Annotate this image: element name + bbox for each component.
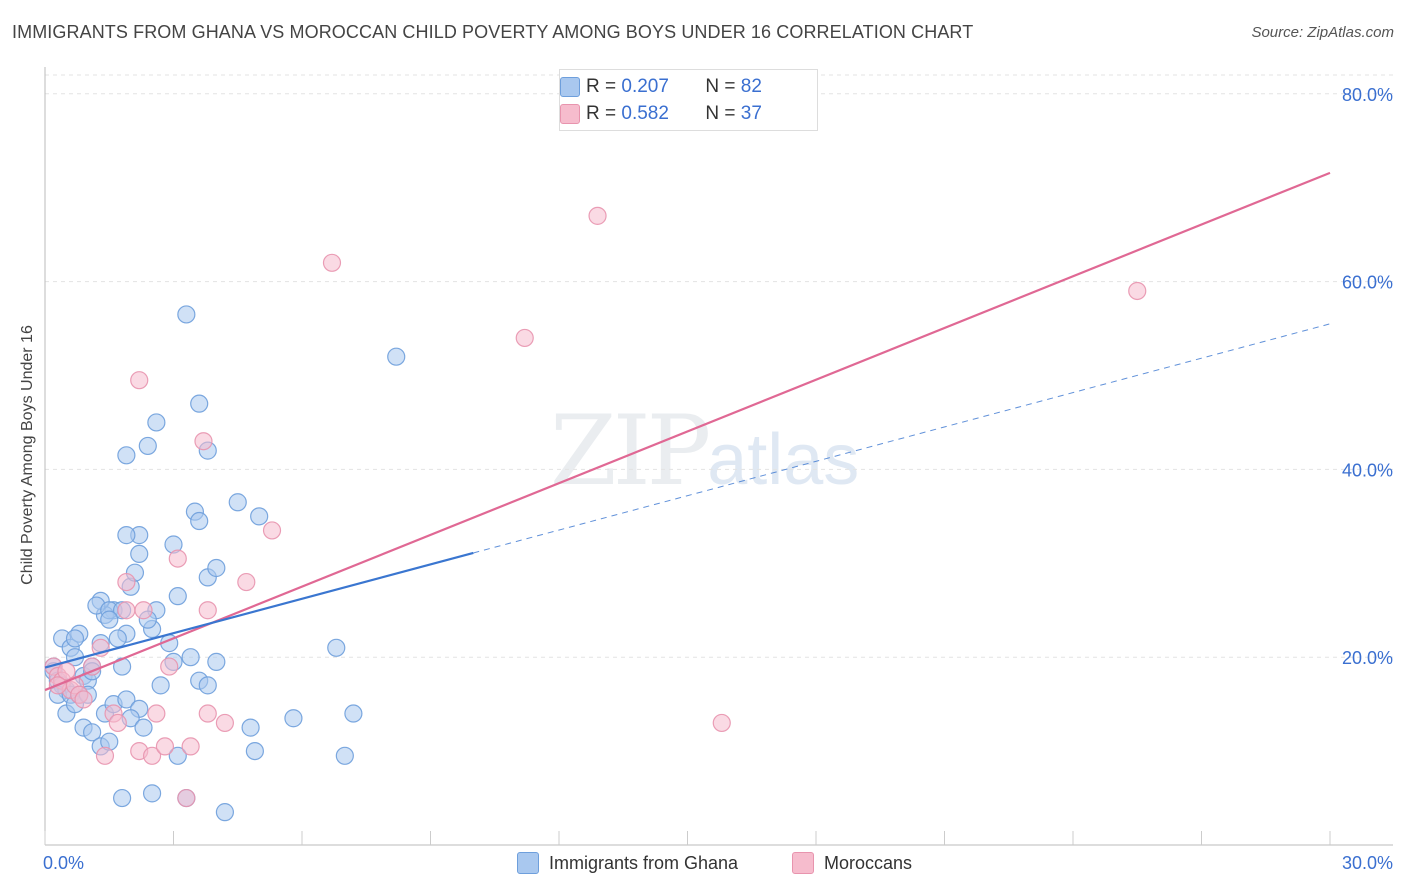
- ghana-point: [108, 629, 127, 648]
- ghana-point: [168, 587, 187, 606]
- moroccan-point: [262, 521, 282, 540]
- legend-box: R = 0.207 N = 82 R = 0.582 N = 37: [559, 69, 818, 131]
- legend-n-value-ghana: 82: [740, 76, 762, 97]
- moroccan-point: [95, 746, 115, 765]
- moroccan-point: [712, 713, 731, 733]
- ghana-point: [147, 413, 166, 432]
- ghana-point: [181, 648, 200, 667]
- legend-n-value-moroccan: 37: [740, 103, 762, 124]
- ghana-point: [190, 394, 209, 413]
- ghana-trendline-extension: [473, 323, 1331, 554]
- source-label: Source: ZipAtlas.com: [1251, 24, 1394, 41]
- y-tick-label: 80.0%: [1342, 85, 1393, 105]
- moroccan-point: [130, 371, 149, 390]
- ghana-point: [151, 676, 170, 695]
- ghana-point: [387, 347, 406, 366]
- moroccan-point: [155, 737, 175, 756]
- legend-r-value-ghana: 0.207: [621, 76, 669, 97]
- x-tick-label: 0.0%: [43, 853, 84, 873]
- moroccan-trendline: [44, 171, 1331, 692]
- ghana-point: [130, 544, 149, 564]
- moroccan-point: [1128, 281, 1147, 301]
- moroccan-point: [177, 788, 196, 808]
- moroccan-point: [194, 432, 213, 451]
- y-tick-label: 40.0%: [1342, 460, 1393, 480]
- ghana-point: [207, 558, 226, 578]
- ghana-point: [241, 718, 260, 737]
- ghana-point: [117, 526, 136, 545]
- legend-row-ghana: R = 0.207 N = 82: [560, 75, 762, 99]
- ghana-point: [117, 690, 136, 709]
- ghana-point: [65, 629, 85, 648]
- moroccan-point: [515, 328, 534, 348]
- ghana-point: [134, 718, 153, 737]
- ghana-trendline: [44, 551, 474, 669]
- ghana-point: [327, 638, 346, 657]
- moroccan-point: [181, 737, 200, 756]
- legend-n-label: N =: [705, 103, 736, 124]
- legend-row-moroccan: R = 0.582 N = 37: [560, 102, 762, 126]
- moroccan-point: [74, 690, 93, 709]
- ghana-point: [215, 803, 234, 822]
- ghana-point: [138, 436, 157, 456]
- ghana-point: [112, 788, 132, 808]
- chart-title: IMMIGRANTS FROM GHANA VS MOROCCAN CHILD …: [12, 22, 974, 42]
- legend-swatch-moroccan: [560, 104, 580, 124]
- moroccan-point: [198, 601, 217, 620]
- moroccan-point: [117, 601, 136, 620]
- moroccan-point: [588, 206, 607, 225]
- moroccan-point: [134, 601, 153, 620]
- ghana-point: [228, 493, 247, 512]
- moroccan-point: [160, 657, 179, 676]
- ghana-point: [207, 652, 226, 671]
- ghana-point: [177, 305, 196, 324]
- bottom-legend-swatch-moroccan: [792, 852, 814, 874]
- ghana-point: [284, 709, 303, 728]
- ghana-point: [198, 676, 217, 695]
- moroccan-point: [108, 713, 127, 733]
- y-tick-label: 60.0%: [1342, 273, 1393, 293]
- legend-r-label: R =: [586, 76, 617, 97]
- ghana-point: [168, 746, 187, 765]
- ghana-point: [190, 511, 209, 531]
- moroccan-point: [147, 704, 166, 723]
- ghana-point: [335, 746, 354, 765]
- moroccan-point: [215, 713, 234, 733]
- bottom-legend-ghana: Immigrants from Ghana: [517, 852, 738, 874]
- legend-n-label: N =: [705, 76, 736, 97]
- ghana-point: [250, 507, 269, 526]
- legend-r-value-moroccan: 0.582: [621, 103, 669, 124]
- legend-r-label: R =: [586, 103, 617, 124]
- ghana-point: [100, 610, 119, 629]
- y-tick-label: 20.0%: [1342, 648, 1393, 668]
- moroccan-point: [142, 746, 162, 765]
- legend-swatch-ghana: [560, 77, 580, 97]
- ghana-point: [83, 723, 102, 742]
- bottom-legend-label-moroccan: Moroccans: [824, 852, 913, 873]
- ghana-point: [344, 704, 363, 723]
- bottom-legend-label-ghana: Immigrants from Ghana: [549, 852, 739, 873]
- ghana-point: [142, 784, 162, 803]
- moroccan-point: [237, 572, 256, 592]
- moroccan-point: [322, 253, 342, 272]
- ghana-point: [117, 446, 136, 465]
- x-tick-label: 30.0%: [1342, 853, 1393, 873]
- moroccan-point: [168, 549, 187, 568]
- bottom-legend-swatch-ghana: [517, 852, 539, 874]
- ghana-point: [245, 741, 264, 761]
- bottom-legend-moroccan: Moroccans: [792, 852, 912, 874]
- moroccan-point: [117, 572, 136, 592]
- moroccan-point: [198, 704, 217, 723]
